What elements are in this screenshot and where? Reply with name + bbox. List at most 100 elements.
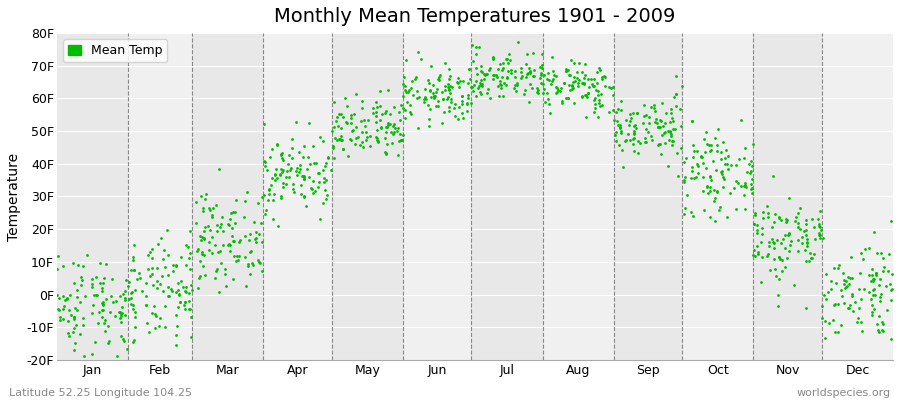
Point: [578, 92, 592, 98]
Point: [842, 281, 857, 287]
Point: [565, 82, 580, 88]
Point: [344, 136, 358, 143]
Point: [602, 83, 616, 90]
Point: [442, 86, 456, 92]
Point: [812, 231, 826, 238]
Point: [294, 182, 309, 188]
Point: [647, 102, 662, 108]
Point: [736, 155, 751, 162]
Point: [363, 142, 377, 149]
Point: [839, 284, 853, 290]
Point: [778, 219, 793, 226]
Point: [845, 293, 859, 300]
Point: [783, 242, 797, 248]
Point: [332, 136, 347, 142]
Point: [257, 159, 272, 165]
Point: [198, 196, 212, 202]
Point: [652, 142, 666, 148]
Bar: [402, 33, 472, 360]
Point: [182, 255, 196, 261]
Point: [642, 113, 656, 120]
Point: [507, 85, 521, 92]
Point: [455, 100, 470, 107]
Point: [68, 305, 82, 311]
Point: [344, 120, 358, 127]
Point: [339, 103, 354, 109]
Point: [561, 67, 575, 73]
Point: [649, 116, 663, 123]
Bar: [472, 33, 543, 360]
Point: [450, 80, 464, 86]
Point: [223, 248, 238, 254]
Point: [145, 255, 159, 262]
Point: [202, 227, 217, 233]
Point: [781, 231, 796, 237]
Point: [716, 174, 730, 180]
Bar: [192, 33, 263, 360]
Point: [439, 96, 454, 102]
Point: [743, 181, 758, 188]
Point: [771, 214, 786, 220]
Point: [640, 128, 654, 135]
Point: [699, 182, 714, 189]
Point: [589, 87, 603, 94]
Point: [579, 114, 593, 120]
Point: [490, 74, 504, 80]
Point: [874, 290, 888, 297]
Point: [874, 250, 888, 256]
Point: [212, 288, 226, 295]
Point: [717, 176, 732, 182]
Point: [179, 242, 194, 248]
Point: [684, 209, 698, 215]
Point: [268, 177, 283, 184]
Point: [836, 270, 850, 277]
Point: [386, 104, 400, 110]
Point: [526, 73, 540, 79]
Point: [318, 186, 332, 193]
Point: [629, 110, 643, 116]
Point: [330, 123, 345, 130]
Point: [141, 266, 156, 272]
Point: [66, 329, 80, 335]
Point: [149, 278, 164, 285]
Point: [799, 258, 814, 264]
Point: [766, 239, 780, 246]
Point: [729, 206, 743, 212]
Point: [74, 274, 88, 280]
Point: [666, 94, 680, 100]
Point: [591, 92, 606, 98]
Point: [519, 50, 534, 57]
Point: [203, 206, 218, 213]
Point: [216, 242, 230, 248]
Point: [715, 171, 729, 177]
Point: [178, 262, 193, 268]
Point: [56, 262, 70, 269]
Point: [623, 118, 637, 124]
Point: [774, 240, 788, 246]
Point: [397, 74, 411, 80]
Point: [96, 275, 111, 281]
Point: [191, 246, 205, 252]
Point: [492, 60, 507, 67]
Point: [651, 124, 665, 130]
Point: [454, 78, 468, 84]
Point: [199, 191, 213, 197]
Point: [443, 83, 457, 89]
Point: [392, 108, 406, 115]
Point: [341, 153, 356, 159]
Point: [747, 253, 761, 260]
Point: [383, 128, 398, 135]
Point: [238, 232, 252, 239]
Point: [359, 136, 374, 143]
Point: [696, 160, 710, 166]
Point: [778, 264, 792, 270]
Point: [639, 112, 653, 118]
Point: [504, 70, 518, 76]
Point: [228, 220, 242, 226]
Point: [273, 172, 287, 178]
Point: [473, 91, 488, 97]
Point: [243, 231, 257, 237]
Point: [811, 216, 825, 223]
Point: [531, 87, 545, 93]
Point: [183, 306, 197, 312]
